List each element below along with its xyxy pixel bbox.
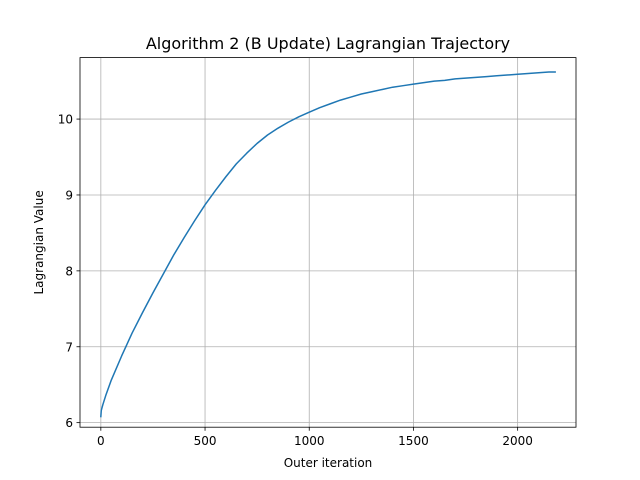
ticks: 0 500 1000 1500 2000 6 7 8 9 10 xyxy=(58,113,533,449)
series-layer xyxy=(100,71,556,418)
y-tick-label: 6 xyxy=(65,416,73,430)
x-tick-label: 1000 xyxy=(294,434,325,448)
chart-title: Algorithm 2 (B Update) Lagrangian Trajec… xyxy=(146,34,510,53)
y-tick-label: 10 xyxy=(58,113,73,127)
plot-frame xyxy=(79,57,577,428)
y-tick-label: 9 xyxy=(65,188,73,202)
grid xyxy=(80,57,576,428)
x-tick-label: 0 xyxy=(97,434,105,448)
series-line xyxy=(100,71,556,418)
y-axis-label: Lagrangian Value xyxy=(32,190,46,294)
y-tick-label: 7 xyxy=(65,340,73,354)
y-tick-label: 8 xyxy=(65,264,73,278)
x-axis-label: Outer iteration xyxy=(284,456,373,470)
x-tick-label: 1500 xyxy=(398,434,429,448)
x-tick-label: 2000 xyxy=(502,434,533,448)
x-tick-label: 500 xyxy=(194,434,217,448)
